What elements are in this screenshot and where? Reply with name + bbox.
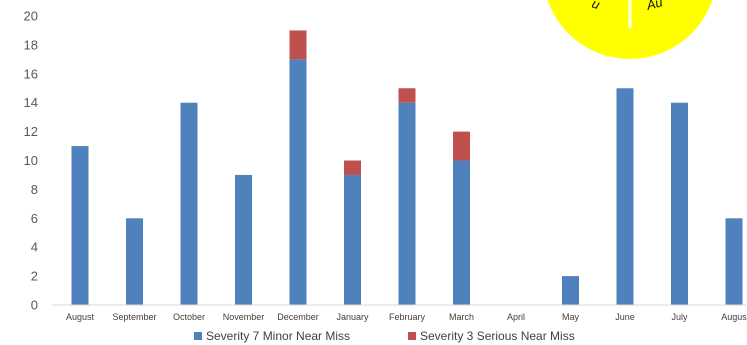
y-tick-label: 8 xyxy=(31,182,38,197)
bar-segment-minor xyxy=(562,276,579,305)
y-tick-label: 18 xyxy=(24,37,38,52)
legend-swatch xyxy=(194,332,202,340)
bar-segment-serious xyxy=(398,88,416,103)
y-tick-label: 6 xyxy=(31,211,38,226)
legend-label: Severity 7 Minor Near Miss xyxy=(206,329,350,343)
bar-segment-minor xyxy=(289,59,307,305)
x-tick-label: Augus xyxy=(721,312,747,322)
bar-segment-minor xyxy=(616,88,634,305)
y-axis: 0 2 4 6 8 10 12 14 16 18 20 xyxy=(24,9,38,313)
bar-segment-serious xyxy=(344,160,361,175)
y-tick-label: 12 xyxy=(24,124,38,139)
y-tick-label: 0 xyxy=(31,298,38,313)
bar-segment-minor xyxy=(671,102,688,305)
yellow-badge-circle xyxy=(545,0,715,61)
bar-segment-minor xyxy=(235,174,252,305)
legend-label: Severity 3 Serious Near Miss xyxy=(420,329,575,343)
bar-segment-minor xyxy=(126,218,143,305)
bar-segment-minor xyxy=(453,160,470,305)
x-axis: August September October November December Ja… xyxy=(66,312,747,322)
y-tick-label: 4 xyxy=(31,240,38,255)
y-tick-label: 14 xyxy=(24,95,38,110)
bar-segment-minor xyxy=(71,146,89,305)
x-tick-label: September xyxy=(112,312,156,322)
x-tick-label: January xyxy=(336,312,369,322)
x-tick-label: March xyxy=(449,312,474,322)
x-tick-label: June xyxy=(615,312,635,322)
yellow-badge-right-text: Au xyxy=(644,0,664,13)
yellow-badge: u Au xyxy=(545,0,715,61)
y-tick-label: 20 xyxy=(24,9,38,24)
x-tick-label: December xyxy=(277,312,319,322)
bar-segment-minor xyxy=(344,174,361,305)
x-tick-label: October xyxy=(173,312,205,322)
x-tick-label: May xyxy=(562,312,580,322)
bar-segment-serious xyxy=(453,131,470,161)
x-tick-label: November xyxy=(223,312,265,322)
legend: Severity 7 Minor Near Miss Severity 3 Ser… xyxy=(194,329,575,343)
bar-segment-minor xyxy=(725,218,743,305)
y-tick-label: 10 xyxy=(24,153,38,168)
yellow-badge-left-text: u xyxy=(590,0,602,12)
x-tick-label: April xyxy=(507,312,525,322)
bar-segment-minor xyxy=(180,102,198,305)
bar-segment-serious xyxy=(289,30,307,60)
x-tick-label: February xyxy=(389,312,426,322)
y-tick-label: 2 xyxy=(31,269,38,284)
x-tick-label: August xyxy=(66,312,95,322)
legend-swatch xyxy=(408,332,416,340)
bars xyxy=(71,30,743,305)
y-tick-label: 16 xyxy=(24,66,38,81)
x-tick-label: July xyxy=(671,312,688,322)
bar-segment-minor xyxy=(398,102,416,305)
